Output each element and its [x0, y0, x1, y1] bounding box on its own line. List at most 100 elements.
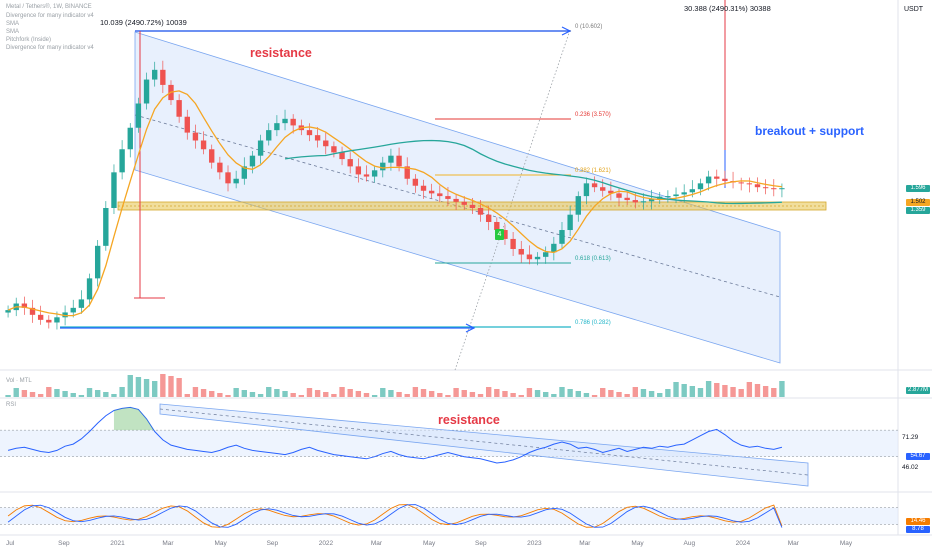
volume-bar [396, 392, 402, 397]
candle-body [469, 204, 476, 209]
volume-bar [754, 384, 761, 397]
volume-bar [412, 387, 419, 397]
volume-bar [420, 389, 427, 397]
candle-body [209, 149, 215, 163]
volume-bar [461, 390, 467, 397]
time-axis-label: Mar [371, 540, 383, 547]
candle-body [567, 214, 573, 231]
volume-bar [54, 389, 60, 397]
volume-bar [428, 391, 435, 397]
candle-body [762, 187, 769, 189]
volume-bar [298, 395, 305, 397]
volume-bar [771, 388, 777, 397]
candle-body [420, 185, 427, 191]
volume-bar [249, 392, 256, 397]
volume-bar [111, 394, 117, 397]
volume-bar [29, 392, 36, 397]
annotation-resistance: resistance [250, 46, 312, 60]
time-axis-label: May [423, 540, 436, 547]
volume-bar [192, 387, 199, 397]
volume-bar [494, 389, 500, 397]
symbol-title: Metal / Tethers®, 1W, BINANCE [6, 4, 92, 10]
volume-bar [624, 394, 630, 397]
volume-bar [347, 389, 353, 397]
time-axis-label: Mar [162, 540, 174, 547]
candle-body [225, 172, 231, 184]
entry-marker: 4 [495, 229, 504, 240]
fib-label-0382: 0.382 (1.621) [575, 168, 611, 174]
candle-body [608, 190, 614, 194]
projection-arrow-bottom-head [465, 323, 476, 333]
rsi-title: RSI [6, 402, 17, 408]
candle-body [54, 317, 60, 323]
annotation-breakout-support: breakout + support [755, 124, 865, 138]
volume-bar [738, 389, 744, 397]
candle-body [78, 299, 85, 308]
volume-bar [697, 388, 704, 397]
volume-bar [306, 388, 313, 397]
sma-fast-line [7, 90, 783, 317]
candle-body [461, 201, 467, 205]
candle-body [331, 146, 337, 153]
candle-body [380, 162, 386, 171]
fib-label-0: 0 (10.602) [575, 24, 603, 30]
candle-body [575, 196, 581, 215]
volume-bar [209, 391, 215, 397]
candle-body [445, 196, 451, 199]
candle-body [477, 208, 484, 215]
candle-body [5, 310, 11, 313]
candle-body [559, 230, 565, 244]
candle-body [184, 116, 190, 133]
volume-bar [575, 391, 581, 397]
volume-bar [746, 382, 753, 397]
candle-body [673, 194, 679, 197]
candle-body [624, 197, 630, 201]
rsi-line [7, 406, 783, 464]
volume-bar [314, 390, 321, 397]
volume-bar [78, 395, 85, 397]
volume-bar [355, 391, 362, 397]
candle-body [314, 135, 321, 141]
volume-bar [779, 381, 785, 397]
candle-body [257, 140, 264, 156]
candle-body [714, 176, 720, 179]
price-badge-2: 1.502 [906, 199, 930, 206]
volume-bar [689, 386, 696, 397]
candle-body [152, 69, 158, 80]
indicator-legend-3: SMA [6, 29, 20, 35]
candle-body [404, 166, 410, 179]
volume-bar [290, 393, 296, 397]
volume-bar [591, 395, 598, 397]
volume-bar [673, 382, 679, 397]
volume-bar [323, 392, 329, 397]
volume-bar [282, 391, 288, 397]
candle-body [632, 200, 638, 203]
volume-bar [339, 387, 345, 397]
time-axis-label: May [631, 540, 644, 547]
candle-body [46, 319, 52, 323]
candle-body [62, 312, 68, 318]
volume-bar [453, 388, 459, 397]
volume-bar [274, 389, 280, 397]
candle-body [103, 208, 109, 246]
indicator-legend-5: Divergence for many indicator v4 [6, 45, 94, 51]
volume-bar [331, 394, 337, 397]
volume-bar [632, 387, 638, 397]
indicator-legend-1: Divergence for many indicator v4 [6, 13, 94, 19]
volume-bar [127, 375, 133, 397]
candle-body [282, 118, 288, 124]
volume-bar [608, 390, 614, 397]
candle-body [241, 166, 247, 179]
candle-body [534, 256, 541, 260]
candle-body [306, 130, 313, 136]
time-axis-label: May [214, 540, 227, 547]
time-axis-label: Mar [579, 540, 591, 547]
rsi-channel-mid [159, 408, 809, 476]
volume-bar [233, 388, 239, 397]
volume-bar [21, 390, 28, 397]
candle-body [94, 245, 101, 279]
candle-body [583, 183, 590, 197]
candle-body [681, 192, 687, 195]
candle-body [502, 230, 508, 239]
